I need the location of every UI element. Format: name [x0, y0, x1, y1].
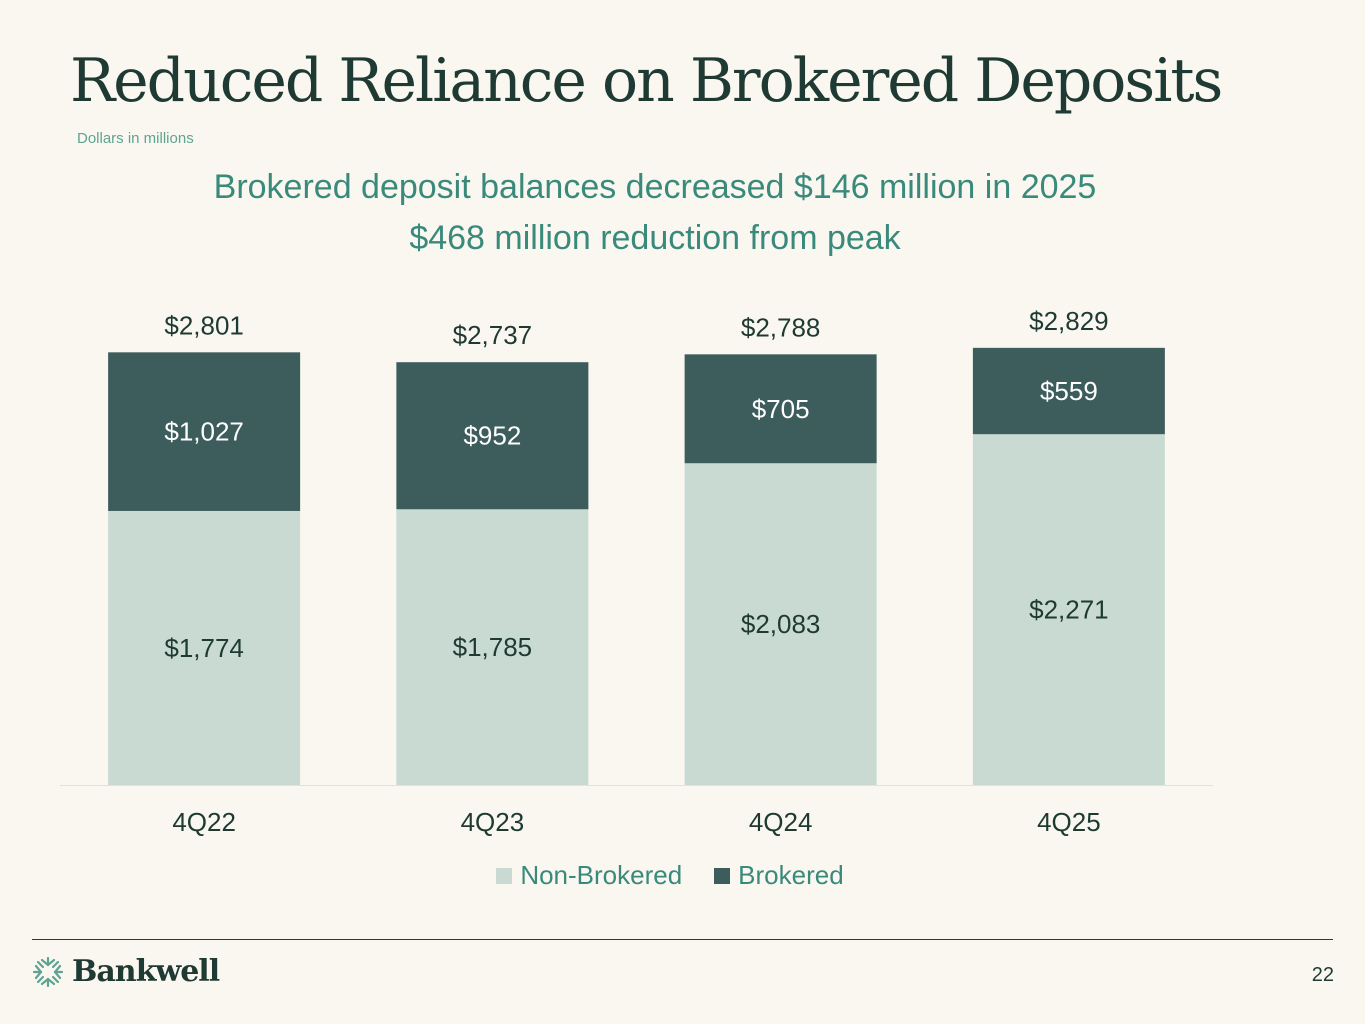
x-tick-label-4q24: 4Q24	[749, 807, 813, 837]
data-label-brokered-4q22: $1,027	[164, 417, 244, 447]
data-label-non-brokered-4q23: $1,785	[453, 632, 533, 662]
bar-brokered-4q22	[108, 352, 301, 511]
logo-wordmark: Bankwell	[72, 954, 220, 989]
company-logo: Bankwell	[32, 954, 220, 989]
legend-item-brokered: Brokered	[714, 860, 844, 891]
total-label-4q23: $2,737	[453, 320, 533, 350]
units-note: Dollars in millions	[77, 130, 194, 147]
total-label-4q25: $2,829	[1029, 306, 1109, 336]
legend-label-brokered: Brokered	[738, 860, 844, 890]
bar-non-brokered-4q22	[108, 510, 301, 785]
data-label-brokered-4q23: $952	[463, 421, 521, 451]
x-tick-label-4q23: 4Q23	[461, 807, 525, 837]
total-label-4q24: $2,788	[741, 312, 821, 342]
headline-primary: Brokered deposit balances decreased $146…	[213, 168, 1097, 206]
legend-swatch-non-brokered	[496, 867, 513, 884]
bar-non-brokered-4q23	[396, 509, 589, 785]
data-label-brokered-4q24: $705	[752, 394, 810, 424]
data-label-non-brokered-4q24: $2,083	[741, 609, 821, 639]
total-label-4q22: $2,801	[164, 310, 244, 340]
legend-label-non-brokered: Non-Brokered	[520, 860, 683, 890]
x-tick-label-4q25: 4Q25	[1037, 807, 1101, 837]
legend-swatch-brokered	[714, 867, 731, 884]
bankwell-emblem-icon	[32, 956, 64, 987]
footer-divider	[32, 939, 1333, 940]
bar-brokered-4q23	[396, 362, 589, 510]
x-tick-label-4q22: 4Q22	[172, 807, 236, 837]
page-title: Reduced Reliance on Brokered Deposits	[70, 46, 1223, 116]
legend-item-non-brokered: Non-Brokered	[496, 860, 682, 891]
data-label-non-brokered-4q22: $1,774	[164, 633, 244, 663]
headline-secondary: $468 million reduction from peak	[409, 219, 901, 257]
bar-non-brokered-4q24	[684, 463, 877, 785]
chart-legend: Non-Brokered Brokered	[0, 860, 1340, 891]
data-label-brokered-4q25: $559	[1040, 376, 1098, 406]
bar-brokered-4q25	[972, 347, 1165, 435]
bar-non-brokered-4q25	[972, 434, 1165, 785]
bar-brokered-4q24	[684, 354, 877, 464]
page-number: 22	[1311, 964, 1334, 986]
data-label-non-brokered-4q25: $2,271	[1029, 595, 1109, 625]
